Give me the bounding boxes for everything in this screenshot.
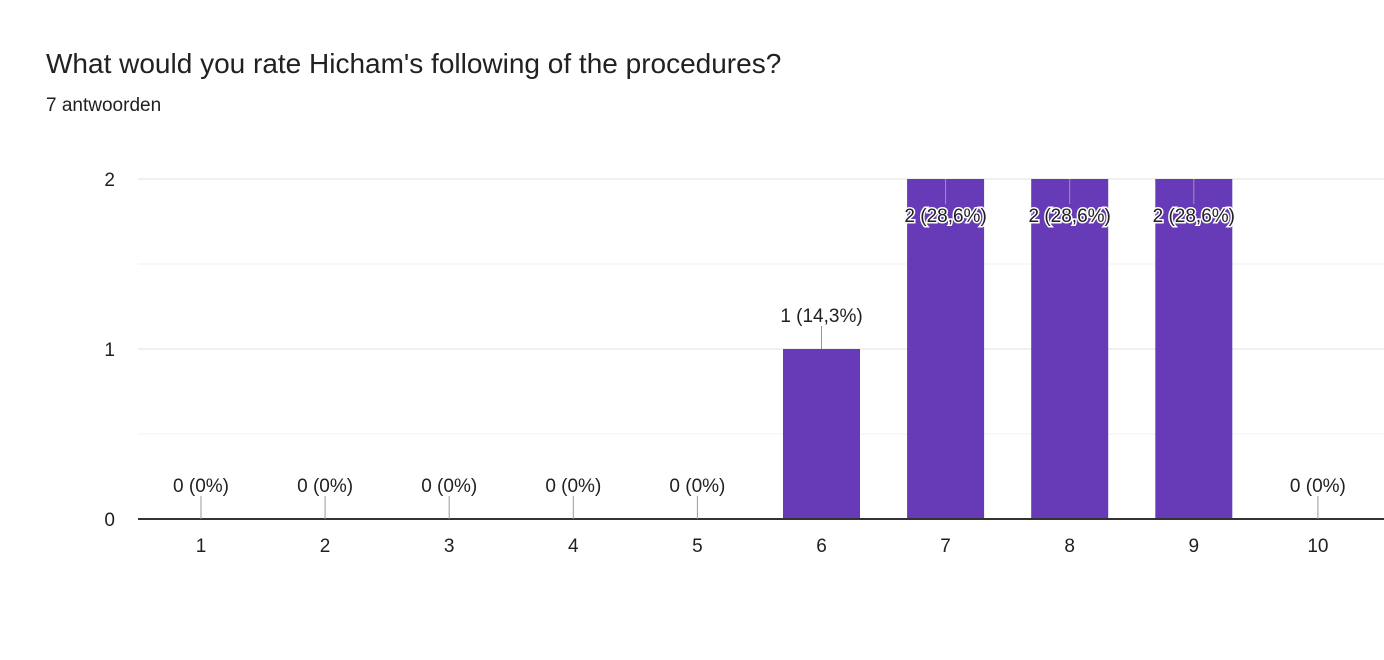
bar [907, 179, 985, 519]
bar [1155, 179, 1233, 519]
x-tick-label: 8 [1064, 536, 1075, 557]
data-label: 0 (0%) [669, 476, 725, 497]
y-tick-label: 1 [104, 340, 115, 361]
data-labels: 0 (0%) 0 (0%) 0 (0%) 0 (0%) 0 (0%) 1 (14,3%) 2… [173, 179, 1346, 519]
data-label: 2 (28,6%) [1029, 206, 1111, 227]
bar [1031, 179, 1109, 519]
x-tick-label: 5 [692, 536, 703, 557]
bars [783, 179, 1233, 519]
x-tick-label: 9 [1189, 536, 1200, 557]
x-tick-label: 4 [568, 536, 579, 557]
data-label: 0 (0%) [545, 476, 601, 497]
data-label: 2 (28,6%) [904, 206, 986, 227]
x-tick-label: 6 [816, 536, 827, 557]
axes: 0 1 2 1 2 3 4 5 6 7 8 9 10 [104, 170, 1384, 557]
data-label: 0 (0%) [297, 476, 353, 497]
data-label: 1 (14,3%) [780, 306, 862, 327]
y-tick-label: 2 [104, 170, 115, 191]
y-tick-label: 0 [104, 510, 115, 531]
chart-title: What would you rate Hicham's following o… [46, 48, 782, 79]
x-tick-label: 1 [196, 536, 207, 557]
data-label: 0 (0%) [1290, 476, 1346, 497]
x-tick-label: 2 [320, 536, 331, 557]
data-label: 0 (0%) [173, 476, 229, 497]
x-tick-label: 3 [444, 536, 455, 557]
x-tick-label: 10 [1307, 536, 1328, 557]
x-tick-label: 7 [940, 536, 951, 557]
data-label: 0 (0%) [421, 476, 477, 497]
response-count: 7 antwoorden [46, 95, 162, 116]
bar [783, 349, 860, 519]
data-label: 2 (28,6%) [1153, 206, 1235, 227]
